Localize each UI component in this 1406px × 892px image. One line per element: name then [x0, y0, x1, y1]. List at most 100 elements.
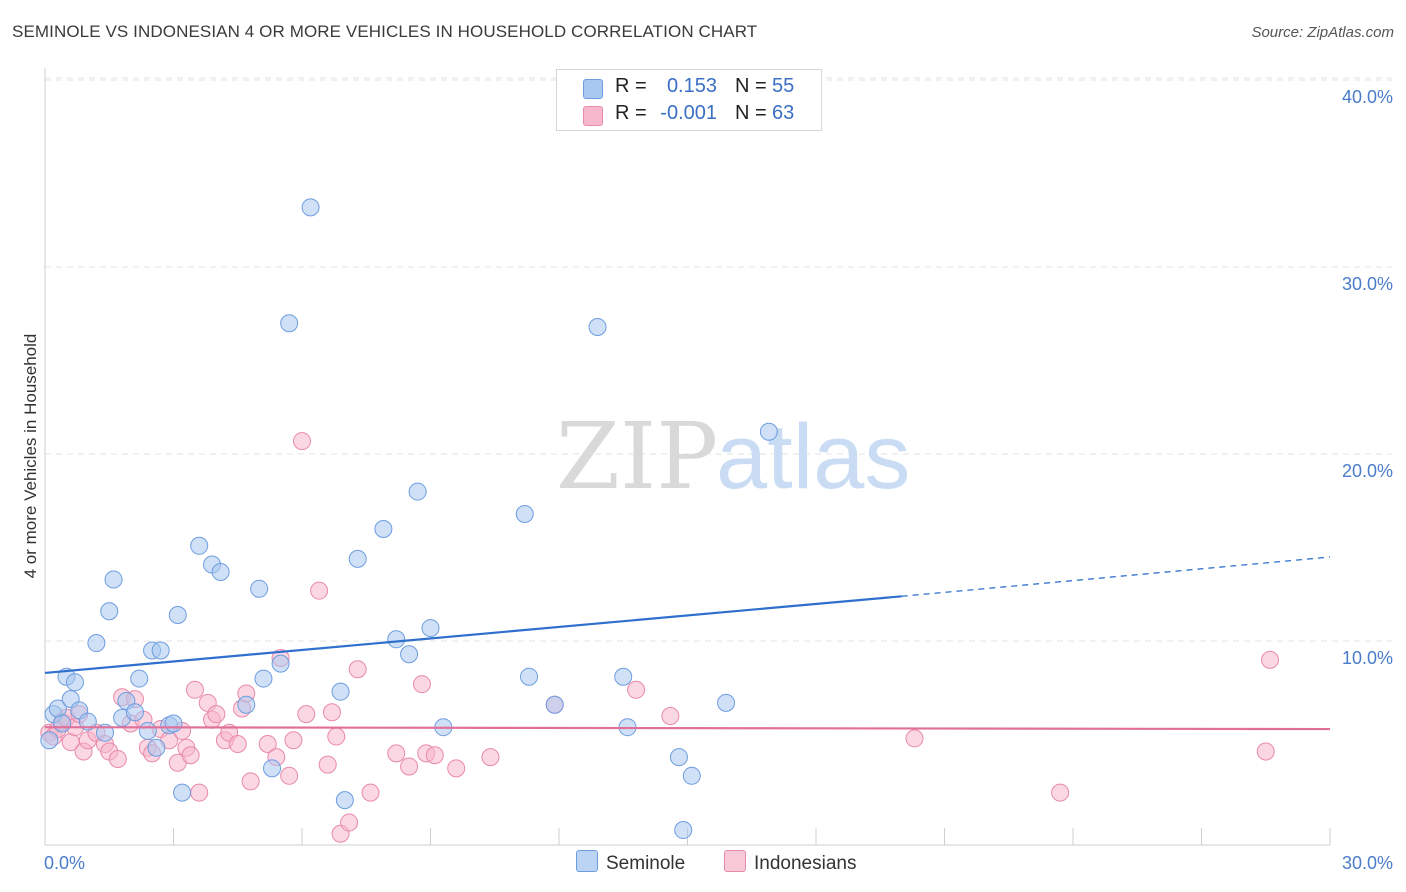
indonesians-point [340, 813, 359, 832]
r-value: -0.001 [660, 102, 717, 124]
r-label: R = [615, 75, 647, 97]
indonesians-trend-line [44, 726, 1331, 731]
r-label: R = [615, 102, 647, 124]
seminole-point [348, 549, 367, 568]
legend-row-indonesians: R = -0.001 N = 63 [557, 102, 821, 128]
indonesians-point [661, 706, 680, 725]
y-axis-title: 4 or more Vehicles in Household [21, 334, 40, 579]
seminole-point [280, 314, 299, 333]
indonesians-point [280, 766, 299, 785]
legend-row-seminole: R = 0.153 N = 55 [557, 75, 821, 101]
seminole-point [237, 695, 256, 714]
seminole-point [717, 693, 736, 712]
seminole-point [545, 695, 564, 714]
seminole-point [95, 723, 114, 742]
legend-item-seminole[interactable]: Seminole [576, 850, 685, 875]
seminole-point [100, 602, 119, 621]
n-value: 55 [772, 75, 795, 97]
indonesians-point [207, 705, 226, 724]
x-tick-label: 30.0% [1342, 853, 1393, 873]
indonesians-point [310, 581, 329, 600]
seminole-point [138, 721, 157, 740]
seminole-point [87, 634, 106, 653]
stats-legend: R = 0.153 N = 55 R = -0.001 N = 63 [556, 69, 822, 131]
seminole-point [190, 536, 209, 555]
n-label: N = [735, 102, 767, 124]
legend-item-indonesians[interactable]: Indonesians [724, 850, 856, 875]
chart-title: SEMINOLE VS INDONESIAN 4 OR MORE VEHICLE… [12, 22, 758, 41]
indonesians-point [425, 746, 444, 765]
seminole-trend-line [44, 595, 902, 675]
seminole-point [520, 667, 539, 686]
seminole-point [331, 682, 350, 701]
indonesians-legend-swatch [724, 850, 746, 872]
indonesians-point [297, 705, 316, 724]
indonesians-point [228, 735, 247, 754]
indonesians-point [1256, 742, 1275, 761]
watermark-atlas: atlas [716, 406, 910, 508]
seminole-point [173, 783, 192, 802]
indonesians-point [400, 757, 419, 776]
indonesians-point [327, 727, 346, 746]
y-tick-label: 20.0% [1342, 461, 1393, 481]
grid-lines [45, 77, 1392, 642]
seminole-trend-extension [901, 556, 1331, 597]
seminole-point [130, 669, 149, 688]
indonesians-point [284, 731, 303, 750]
indonesians-point [293, 432, 311, 451]
n-label: N = [735, 75, 767, 97]
seminole-point [263, 759, 282, 778]
indonesians-point [108, 749, 127, 768]
seminole-point [271, 654, 290, 673]
seminole-point [614, 667, 633, 686]
indonesians-point [258, 735, 277, 754]
indonesians-point [627, 680, 646, 699]
seminole-point [588, 318, 607, 337]
indonesians-point [322, 703, 341, 722]
indonesians-point [387, 744, 406, 763]
seminole-point [515, 505, 534, 524]
seminole-point [53, 714, 72, 733]
seminole-point [254, 669, 273, 688]
seminole-points [40, 198, 778, 840]
indonesians-point [412, 675, 431, 694]
x-tick-labels: 0.0% 30.0% [44, 853, 1393, 873]
seminole-point [164, 714, 183, 733]
indonesians-point [190, 783, 209, 802]
watermark-zip: ZIP [556, 403, 718, 510]
indonesians-point [905, 729, 924, 748]
y-tick-labels: 10.0% 20.0% 30.0% 40.0% [1342, 87, 1393, 668]
trend-lines [44, 556, 1331, 731]
indonesians-point [481, 748, 500, 767]
indonesians-point [1051, 783, 1070, 802]
seminole-point [125, 703, 144, 722]
seminole-point [147, 738, 166, 757]
y-tick-label: 40.0% [1342, 87, 1393, 107]
seminole-point [65, 673, 84, 692]
seminole-point [250, 579, 269, 598]
seminole-point [301, 198, 320, 217]
indonesians-point [447, 759, 466, 778]
y-tick-label: 30.0% [1342, 274, 1393, 294]
seminole-point [374, 519, 393, 538]
x-tick-label: 0.0% [44, 853, 85, 873]
indonesians-point [1261, 650, 1280, 669]
indonesians-point [318, 755, 337, 774]
seminole-point [421, 619, 440, 638]
seminole-point [682, 766, 701, 785]
n-value: 63 [772, 102, 795, 124]
watermark: ZIP atlas [556, 403, 910, 510]
seminole-point [387, 630, 406, 649]
indonesians-point [185, 680, 204, 699]
seminole-point [40, 731, 59, 750]
seminole-swatch [583, 79, 603, 99]
seminole-point [151, 641, 170, 660]
seminole-point [669, 748, 688, 767]
source-label: Source: ZipAtlas.com [1251, 24, 1394, 41]
indonesians-point [361, 783, 380, 802]
seminole-point [168, 605, 187, 624]
indonesians-legend-label: Indonesians [754, 853, 857, 874]
indonesians-point [181, 746, 200, 765]
seminole-point [211, 562, 230, 581]
